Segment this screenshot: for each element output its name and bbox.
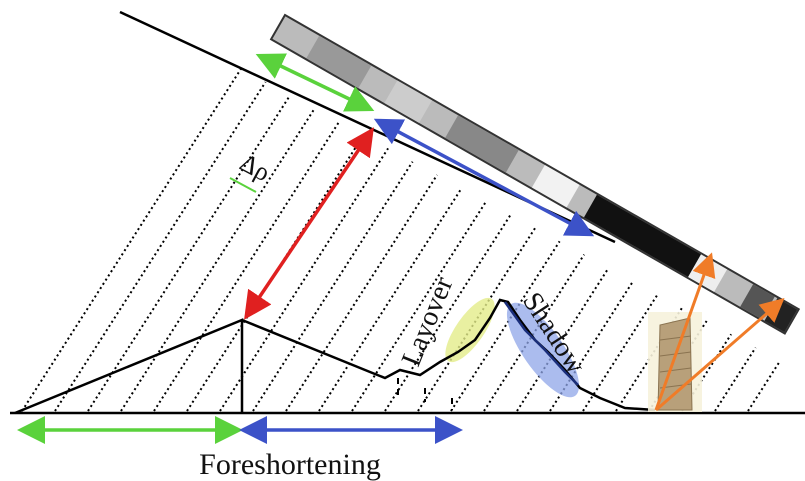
range-line xyxy=(88,95,290,411)
range-line xyxy=(286,175,437,411)
range-line xyxy=(253,162,413,411)
foreshortening-label: Foreshortening xyxy=(199,448,381,481)
range-line xyxy=(22,69,241,411)
image-strip xyxy=(271,15,799,334)
sar-diagram: Δρ Layover Shadow Foreshortening xyxy=(0,0,805,481)
range-line xyxy=(55,82,266,411)
range-line xyxy=(715,348,756,411)
range-line xyxy=(583,294,658,411)
tower xyxy=(648,312,702,412)
range-line xyxy=(748,361,780,411)
delta-rho-label: Δρ xyxy=(235,148,275,188)
layover-dashes xyxy=(398,378,452,410)
range-line xyxy=(220,148,388,411)
